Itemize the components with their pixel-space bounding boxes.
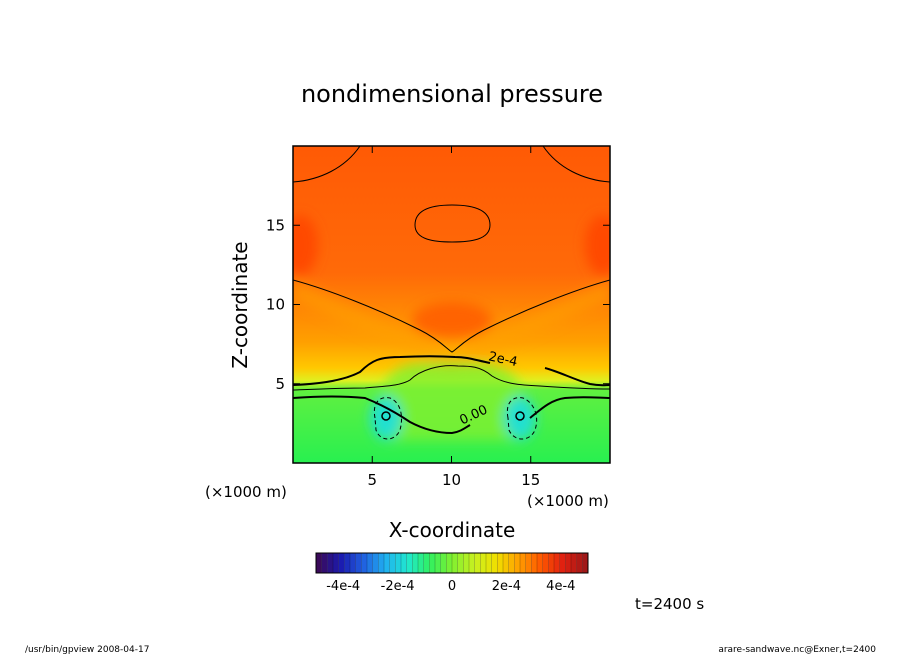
x-tick-label: 10	[442, 471, 461, 489]
colorbar-cell	[372, 553, 379, 573]
colorbar-cell	[333, 553, 339, 573]
colorbar-cell	[480, 553, 486, 573]
contour-zero	[293, 395, 610, 435]
colorbar-cell	[423, 553, 430, 573]
colorbar-cell	[316, 553, 322, 573]
colorbar-tick-label: -4e-4	[326, 579, 360, 594]
colorbar-tick-label: 4e-4	[546, 579, 575, 594]
colorbar-cell	[525, 553, 532, 573]
x-tick-label: 15	[521, 471, 540, 489]
x-axis-ticks: 5 10 15	[367, 146, 540, 489]
footer-left: /usr/bin/gpview 2008-04-17	[25, 645, 149, 654]
colorbar-cell	[440, 553, 447, 573]
colorbar-cell	[571, 553, 577, 573]
field-warm-center	[412, 302, 492, 338]
contour-small-left	[381, 411, 391, 421]
colorbar-tick-label: 0	[448, 579, 456, 594]
field-warm-right	[585, 215, 610, 275]
x-tick-label: 5	[367, 471, 377, 489]
colorbar-cell	[355, 553, 362, 573]
colorbar-cell	[338, 553, 345, 573]
field-green-bubble	[380, 361, 525, 440]
contour-top-arc-right	[542, 146, 610, 183]
colorbar-cell	[367, 553, 373, 573]
contour-top-arc	[293, 146, 361, 183]
contour-v-line	[293, 279, 610, 353]
colorbar-frame	[315, 552, 589, 574]
colorbar-cell	[350, 553, 356, 573]
y-tick-label: 5	[275, 375, 285, 393]
field-upper-dip	[293, 280, 610, 370]
colorbar-cell	[327, 553, 333, 573]
colorbar-cell	[531, 553, 537, 573]
colorbar-cell	[486, 553, 492, 573]
contour-2e-4	[293, 355, 610, 387]
contour-small-right	[515, 411, 525, 421]
colorbar-cell	[548, 553, 554, 573]
colorbar-cell	[395, 553, 401, 573]
colorbar-cell	[582, 553, 588, 573]
colorbar-cell	[491, 553, 498, 573]
y-axis-title: Z-coordinate	[228, 241, 252, 368]
colorbar: -4e-4 -2e-4 0 2e-4 4e-4	[315, 552, 589, 594]
time-label: t=2400 s	[635, 595, 704, 613]
colorbar-cell	[418, 553, 424, 573]
contour-upper-ring	[414, 204, 491, 243]
chart-title: nondimensional pressure	[301, 80, 603, 108]
colorbar-cell	[542, 553, 549, 573]
x-axis-unit: (×1000 m)	[527, 492, 609, 510]
contour-label: 2e-4	[487, 349, 519, 370]
colorbar-tick-label: -2e-4	[381, 579, 415, 594]
colorbar-cell	[429, 553, 435, 573]
field-cold-spot-left	[370, 396, 402, 440]
colorbar-tick-label: 2e-4	[492, 579, 521, 594]
colorbar-cell	[435, 553, 441, 573]
colorbar-cell	[446, 553, 452, 573]
colorbar-cell	[378, 553, 384, 573]
y-axis-unit: (×1000 m)	[205, 483, 287, 501]
colorbar-cell	[406, 553, 413, 573]
colorbar-cell	[361, 553, 367, 573]
y-tick-label: 10	[266, 296, 285, 314]
colorbar-cell	[457, 553, 464, 573]
colorbar-cell	[520, 553, 526, 573]
colorbar-cell	[474, 553, 481, 573]
colorbar-cell	[469, 553, 475, 573]
contour-dashed-right	[506, 397, 538, 440]
y-axis-ticks: 5 10 15	[266, 216, 610, 393]
colorbar-cell	[514, 553, 520, 573]
colorbar-cell	[344, 553, 350, 573]
field-cold-spot-right	[504, 396, 536, 440]
colorbar-cell	[559, 553, 566, 573]
field-warm-left	[293, 215, 318, 275]
colorbar-cell	[401, 553, 407, 573]
colorbar-cell	[452, 553, 458, 573]
colorbar-cell	[508, 553, 515, 573]
colorbar-cell	[463, 553, 469, 573]
y-tick-label: 15	[266, 216, 285, 234]
colorbar-cell	[554, 553, 560, 573]
colorbar-cell	[412, 553, 418, 573]
contour-thin-mid	[293, 365, 610, 391]
x-axis-title: X-coordinate	[389, 518, 516, 542]
colorbar-cell	[384, 553, 390, 573]
colorbar-cell	[537, 553, 543, 573]
colorbar-cell	[497, 553, 503, 573]
contour-dashed-left	[373, 397, 403, 440]
colorbar-cell	[389, 553, 396, 573]
colorbar-cell	[576, 553, 583, 573]
colorbar-cell	[321, 553, 328, 573]
colorbar-cell	[503, 553, 509, 573]
footer-right: arare-sandwave.nc@Exner,t=2400	[718, 645, 876, 654]
plot-area: 2e-40.00	[293, 146, 610, 463]
colorbar-cell	[565, 553, 571, 573]
